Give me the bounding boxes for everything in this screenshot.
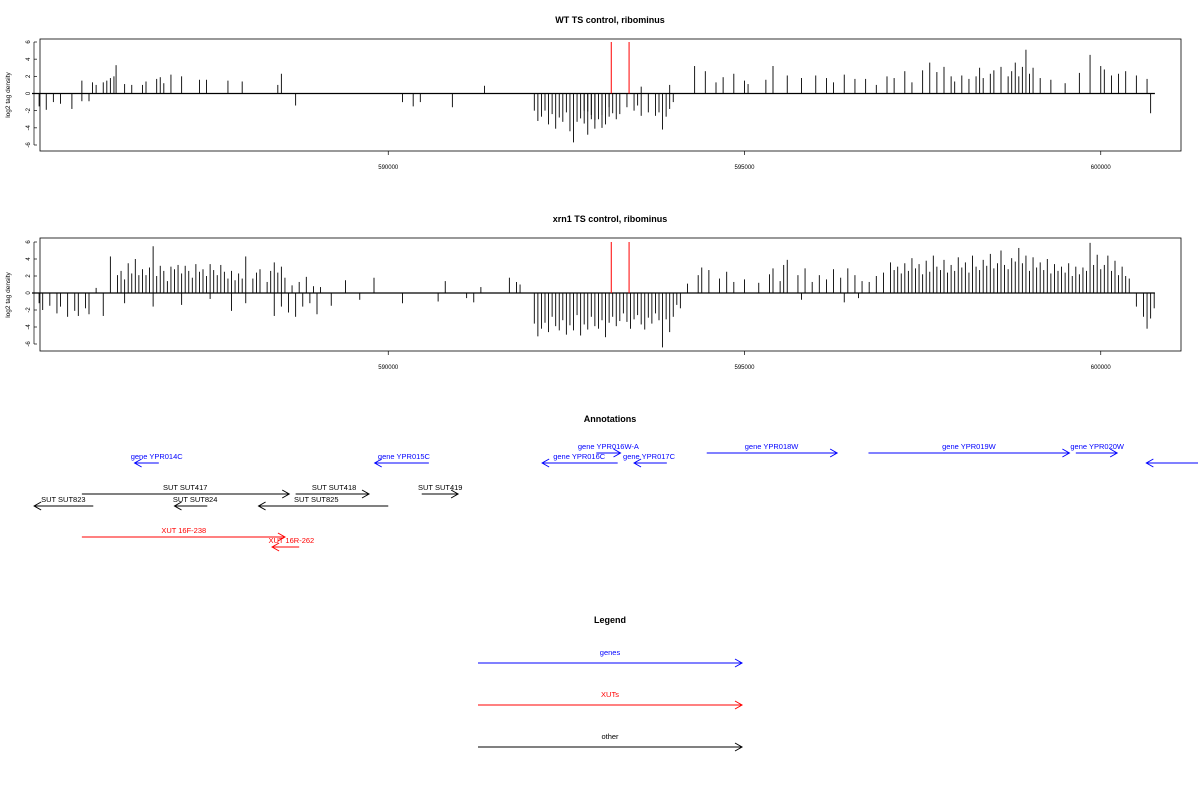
xrn1-coverage-bars [32,242,1155,348]
wt-plot-frame [39,38,1182,152]
feature-label: SUT SUT825 [294,495,338,504]
feature-arrow [706,448,839,458]
feature-arrow-head [271,542,280,552]
legend-label: other [601,732,619,741]
y-tick-label: -6 [26,341,32,347]
feature-label: gene YPR016C [553,452,606,461]
feature-arrow [1075,448,1119,458]
feature-arrow [81,532,286,542]
feature-label: gene YPR016W-A [578,442,639,451]
feature-arrow [541,458,618,468]
feature-arrow [373,458,429,468]
y-tick-label: 2 [26,274,32,278]
feature-arrow [133,458,159,468]
feature-label: gene YPR020W [1070,442,1125,451]
feature-arrow [596,448,622,458]
feature-arrow-head [361,489,371,499]
wt-coverage-panel: WT TS control, ribominus log2 tag densit… [5,15,1182,171]
legend: Legend genes XUTs other [478,615,744,752]
feature-arrow-head [1062,448,1071,458]
legend-label: genes [600,648,621,657]
legend-items: genes XUTs other [478,648,744,752]
legend-arrow [478,742,744,752]
y-tick-label: 4 [26,257,32,261]
y-tick-label: 4 [26,57,32,61]
feature-arrow-head [633,458,642,468]
feature-arrow-head [277,532,286,542]
feature-label: gene YPR014C [131,452,184,461]
annotation-track: Annotations gene YPR014C gene YPR015C gene… [33,414,1198,552]
y-tick-label: 6 [26,40,32,44]
feature-arrow-head [450,489,460,499]
feature-arrow [33,501,94,511]
feature-arrow [81,489,291,499]
feature-label: gene YPR019W [942,442,997,451]
feature-label: SUT SUT418 [312,483,356,492]
x-tick-label: 600000 [1091,365,1112,371]
y-tick-label: 2 [26,74,32,78]
feature-arrow [257,501,389,511]
legend-arrow [478,700,744,710]
feature-arrow [173,501,208,511]
y-tick-label: -4 [26,125,32,131]
y-tick-label: 6 [26,240,32,244]
feature-arrow [868,448,1071,458]
feature-arrow-head [281,489,291,499]
feature-label: SUT SUT824 [173,495,217,504]
x-tick-label: 595000 [734,365,755,371]
feature-arrow [295,489,371,499]
x-tick-label: 590000 [378,365,399,371]
legend-arrow-head [734,742,744,752]
wt-coverage-bars [32,42,1155,143]
xrn1-panel-title: xrn1 TS control, ribominus [553,214,668,224]
feature-arrow-head [257,501,266,511]
annotations-title: Annotations [584,414,637,424]
legend-arrow [478,658,744,668]
feature-arrow-head [373,458,382,468]
xrn1-coverage-panel: xrn1 TS control, ribominus log2 tag dens… [5,214,1182,371]
feature-arrow [421,489,460,499]
feature-label: gene YPR015C [378,452,431,461]
feature-label: SUT SUT823 [41,495,85,504]
y-tick-label: -2 [26,107,32,113]
xrn1-y-axis-label: log2 tag density [5,271,12,317]
x-tick-label: 600000 [1091,165,1112,171]
feature-label: XUT 16F-238 [161,526,206,535]
feature-arrow-head [173,501,182,511]
wt-y-axis-label: log2 tag density [5,71,12,117]
y-tick-label: 0 [26,91,32,95]
feature-arrow [633,458,667,468]
feature-arrow-head [613,448,622,458]
feature-arrow-head [541,458,550,468]
y-tick-label: -2 [26,307,32,313]
legend-arrow-head [734,700,744,710]
legend-title: Legend [594,615,626,625]
wt-panel-title: WT TS control, ribominus [555,15,665,25]
feature-arrow-head [33,501,42,511]
feature-arrow-head [133,458,142,468]
legend-label: XUTs [601,690,619,699]
xrn1-plot-frame [39,237,1182,352]
feature-arrow-head [1109,448,1119,458]
feature-label: SUT SUT419 [418,483,462,492]
legend-arrow-head [734,658,744,668]
feature-arrow [1145,458,1198,468]
feature-label: SUT SUT417 [163,483,207,492]
x-tick-label: 595000 [734,165,755,171]
feature-arrow [271,542,300,552]
y-tick-label: 0 [26,291,32,295]
feature-arrow-head [829,448,839,458]
y-tick-label: -4 [26,324,32,330]
x-tick-label: 590000 [378,165,399,171]
wt-x-axis: 590000 595000 600000 [378,151,1111,171]
feature-arrow-head [1145,458,1154,468]
feature-label: gene YPR017C [623,452,676,461]
y-tick-label: -6 [26,142,32,148]
feature-label: gene YPR018W [745,442,800,451]
feature-label: XUT 16R-262 [268,536,314,545]
xrn1-x-axis: 590000 595000 600000 [378,351,1111,371]
